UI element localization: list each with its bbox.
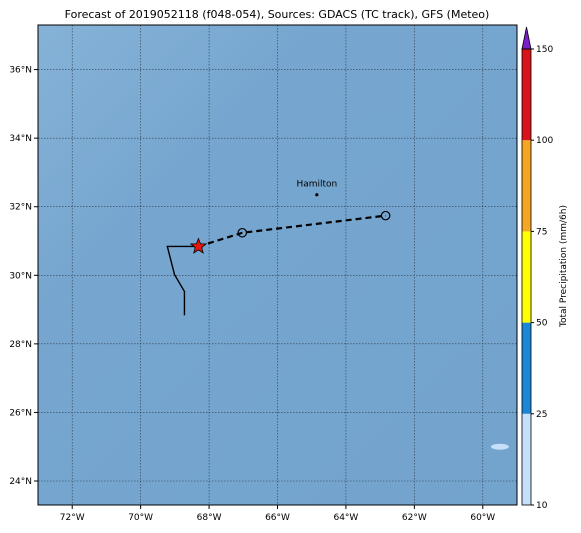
y-tick-label: 24°N (9, 477, 32, 487)
colorbar-frame (521, 48, 532, 506)
y-tick-label: 26°N (9, 408, 32, 418)
colorbar-tick-label: 10 (536, 501, 548, 511)
y-tick-label: 32°N (9, 203, 32, 213)
y-tick-label: 28°N (9, 340, 32, 350)
city-label: Hamilton (296, 180, 337, 190)
colorbar-tick-label: 25 (536, 410, 547, 420)
colorbar-segment (522, 140, 531, 232)
y-tick-label: 30°N (9, 271, 32, 281)
x-tick-label: 62°W (402, 513, 427, 523)
past-track (166, 245, 199, 316)
colorbar-tick-label: 75 (536, 227, 547, 237)
colorbar-tick-label: 100 (536, 136, 553, 146)
x-tick-label: 60°W (470, 513, 495, 523)
forecast-point (237, 227, 248, 238)
y-tick-label: 36°N (9, 66, 32, 76)
colorbar-segment (522, 413, 531, 505)
colorbar-segment (522, 49, 531, 141)
precip-patch (490, 443, 509, 450)
title: Forecast of 2019052118 (f048-054), Sourc… (65, 8, 490, 21)
colorbar-tick-label: 150 (536, 45, 553, 55)
city-marker (315, 193, 319, 197)
colorbar-segment (522, 322, 531, 414)
x-tick-label: 70°W (128, 513, 153, 523)
y-tick-label: 34°N (9, 134, 32, 144)
x-tick-label: 66°W (265, 513, 290, 523)
forecast-track (198, 214, 386, 248)
storm-position (189, 237, 208, 254)
colorbar-extend (521, 26, 532, 50)
colorbar-segment (522, 231, 531, 323)
colorbar-tick-label: 50 (536, 319, 548, 329)
x-tick-label: 68°W (197, 513, 222, 523)
x-tick-label: 64°W (333, 513, 358, 523)
colorbar-label: Total Precipitation (mm/6h) (559, 205, 569, 328)
x-tick-label: 72°W (60, 513, 85, 523)
forecast-point (380, 210, 391, 221)
